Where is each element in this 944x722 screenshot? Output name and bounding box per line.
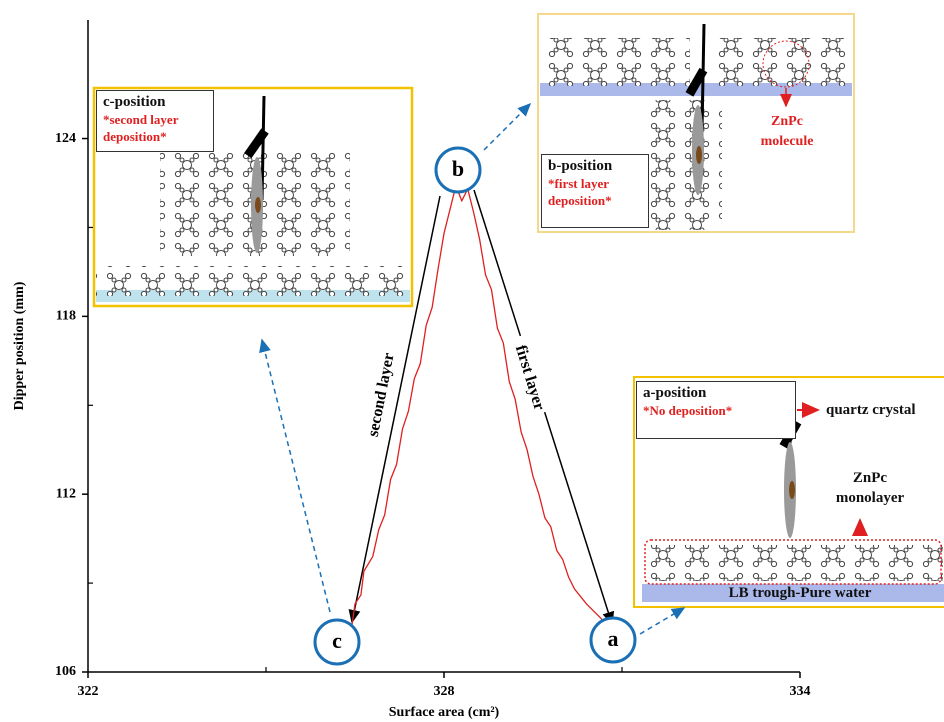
annotation: b — [452, 156, 464, 181]
annotation: c — [332, 628, 342, 653]
inset-label: b-position *first layer deposition* — [541, 154, 649, 228]
annotation: a — [608, 626, 619, 651]
arrow — [640, 608, 684, 634]
inset-note: *No deposition* — [643, 402, 789, 419]
inset-label: a-position *No deposition* — [636, 381, 796, 439]
y-tick-label: 106 — [55, 664, 76, 679]
x-axis-title: Surface area (cm²) — [389, 705, 500, 720]
inset-label: c-position *second layer deposition* — [96, 90, 214, 152]
arrow — [484, 104, 530, 150]
x-tick-label: 328 — [434, 684, 455, 699]
y-tick-label: 124 — [55, 131, 76, 146]
inset-title: c-position — [103, 94, 207, 111]
figure: Dipper position (mm) Surface area (cm²) … — [0, 0, 944, 722]
x-tick-label: 322 — [78, 684, 99, 699]
inset-text: LB trough-Pure water — [700, 583, 900, 603]
y-axis-title: Dipper position (mm) — [12, 281, 27, 410]
y-tick-label: 118 — [56, 309, 76, 324]
inset-text: quartz crystal — [826, 400, 916, 420]
arrow — [262, 340, 330, 612]
inset-text: ZnPc monolayer — [826, 468, 914, 508]
x-tick-label: 334 — [790, 684, 811, 699]
inset-note: *first layer deposition* — [548, 175, 642, 209]
y-tick-label: 112 — [56, 486, 76, 501]
inset-note: *second layer deposition* — [103, 111, 207, 145]
inset-text: ZnPc molecule — [752, 112, 822, 152]
inset-title: a-position — [643, 385, 789, 402]
inset-title: b-position — [548, 158, 642, 175]
